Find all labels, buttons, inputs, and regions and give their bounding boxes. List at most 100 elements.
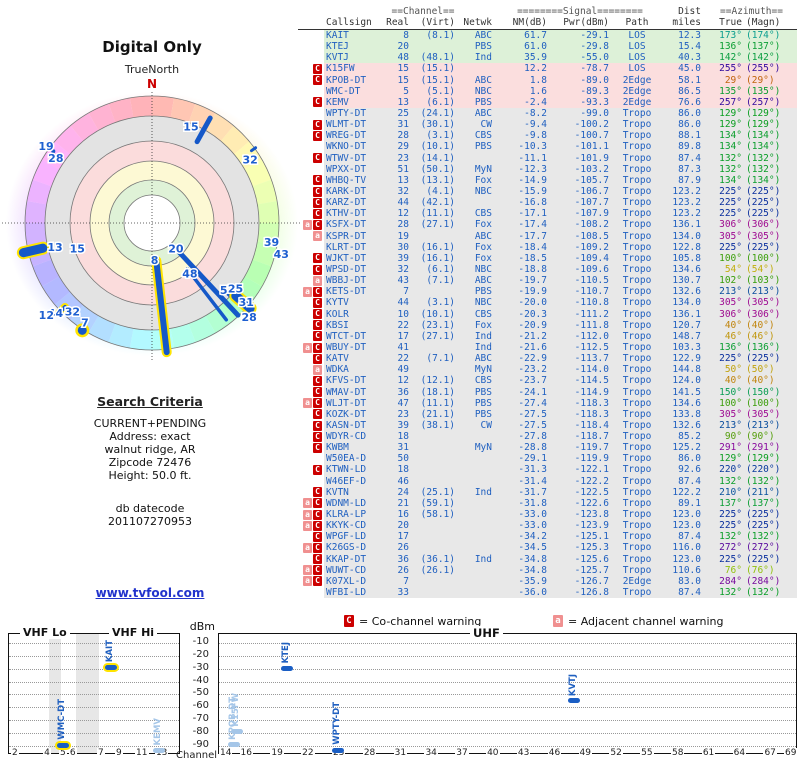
path-cell: Tropo [614,464,660,476]
network-cell: NBC [460,297,500,309]
path-cell: Tropo [614,152,660,164]
channel-tick-label: 46 [547,748,562,758]
signal-marker [152,747,165,753]
distance-cell: 122.9 [660,353,706,365]
true-azimuth-cell: 129° [706,119,744,131]
nm-cell: -33.0 [500,520,552,532]
nm-cell: -16.8 [500,197,552,209]
tvfool-link[interactable]: www.tvfool.com [95,586,205,600]
real-channel-cell: 20 [386,41,414,53]
table-row: WPTY-DT 25 (24.1) ABC -8.2 -99.0 Tropo 86.0 129°… [298,107,797,120]
network-cell: MyN [460,364,500,376]
virtual-channel-cell: (4.1) [414,185,460,198]
table-row: C WMAV-DT 36 (18.1) PBS -24.1 -114.9 Tropo 141.5… [298,386,797,398]
magnetic-azimuth-cell: (137°) [744,41,797,53]
real-channel-cell: 32 [386,185,414,198]
channel-tick-label: 16 [239,748,253,758]
row-warnings [298,86,324,97]
nm-cell: -34.2 [500,531,552,543]
power-cell: -109.4 [552,252,614,264]
path-cell: Tropo [614,163,660,175]
power-cell: -125.6 [552,553,614,565]
true-azimuth-cell: 132° [706,163,744,175]
path-cell: Tropo [614,319,660,331]
dbm-gridline [9,681,179,683]
co-channel-warning-badge: C [313,153,322,164]
path-cell: Tropo [614,107,660,120]
true-azimuth-cell: 173° [706,30,744,42]
true-azimuth-cell: 134° [706,174,744,186]
magnetic-azimuth-cell: (225°) [744,241,797,253]
magnetic-azimuth-cell: (225°) [744,185,797,198]
true-azimuth-cell: 220° [706,464,744,476]
real-channel-cell: 21 [386,497,414,510]
true-azimuth-cell: 46° [706,330,744,342]
callsign-cell: WBUY-DT [324,341,386,354]
radar-channel-label: 12 [39,309,54,322]
page-title: Digital Only [102,38,202,56]
power-cell: -89.3 [552,85,614,97]
co-channel-warning-badge: C [313,219,322,230]
row-warnings: C [298,320,324,331]
marker-callsign-label: KAIT [105,640,115,663]
col-pwr: Pwr(dBm) [563,17,609,28]
path-cell: Tropo [614,286,660,298]
virtual-channel-cell: (16.1) [414,241,460,253]
network-cell: PBS [460,141,500,153]
marker-callsign-label: WMC-DT [57,699,68,741]
nm-cell: -33.0 [500,509,552,521]
dbm-tick-label: -30 [192,661,209,673]
path-cell: Tropo [614,453,660,465]
real-channel-cell: 47 [386,397,414,409]
virtual-channel-cell: (16.1) [414,252,460,264]
magnetic-azimuth-cell: (50°) [744,364,797,376]
path-cell: Tropo [614,386,660,398]
magnetic-azimuth-cell: (132°) [744,475,797,487]
real-channel-cell: 50 [386,453,414,465]
col-virt: (Virt) [420,17,455,28]
table-row: C KYTV 44 (3.1) NBC -20.0 -110.8 Tropo 134.0 305°… [298,297,797,309]
power-cell: -122.5 [552,486,614,498]
virtual-channel-cell: (38.1) [414,419,460,432]
callsign-cell: WHBQ-TV [324,174,386,186]
power-cell: -111.8 [552,319,614,331]
path-cell: Tropo [614,431,660,443]
real-channel-cell: 7 [386,286,414,298]
signal-dot [77,325,87,335]
row-warnings: C [298,297,324,308]
table-row: C WJKT-DT 39 (16.1) Fox -18.5 -109.4 Tropo 105.8… [298,252,797,264]
row-warnings: C [298,464,324,476]
distance-cell: 136.1 [660,219,706,231]
distance-cell: 134.0 [660,230,706,242]
magnetic-azimuth-cell: (211°) [744,486,797,498]
vhf-spectrum-chart: 2 4 5 6 7 9 11 13 WMC-DT KAIT KEMV [8,633,180,758]
signal-spoke [18,243,48,258]
callsign-cell: KASN-DT [324,419,386,432]
real-channel-cell: 26 [386,542,414,554]
power-cell: -110.8 [552,297,614,309]
virtual-channel-cell: (15.1) [414,63,460,75]
real-channel-cell: 44 [386,297,414,309]
table-row: KAIT 8 (8.1) ABC 61.7 -29.1 LOS 12.3 173° (174°) [298,30,797,42]
power-cell: -125.3 [552,542,614,554]
network-cell: Ind [460,341,500,354]
callsign-cell: WDNM-LD [324,497,386,510]
radar-channel-label: 32 [242,153,257,166]
adjacent-warning-badge: a [303,398,312,409]
co-channel-warning-badge: C [313,576,322,587]
true-azimuth-cell: 213° [706,419,744,432]
path-cell: Tropo [614,486,660,498]
network-cell: PBS [460,386,500,398]
co-channel-warning-badge: C [313,97,322,108]
channel-tick-label: 25 [332,748,346,758]
radar-channel-label: 20 [168,243,184,256]
magnetic-azimuth-cell: (103°) [744,275,797,287]
power-cell: -123.9 [552,520,614,532]
table-row: a C K07XL-D 7 -35.9 -126.7 2Edge 83.0 284° (284°) [298,575,797,588]
network-cell: CBS [460,130,500,142]
dbm-tick-label: -20 [192,648,209,660]
radar-channel-label: 32 [65,305,80,318]
table-row: C KPOB-DT 15 (15.1) ABC 1.8 -89.0 2Edge 58.1 29°(… [298,74,797,86]
power-cell: -118.4 [552,419,614,432]
